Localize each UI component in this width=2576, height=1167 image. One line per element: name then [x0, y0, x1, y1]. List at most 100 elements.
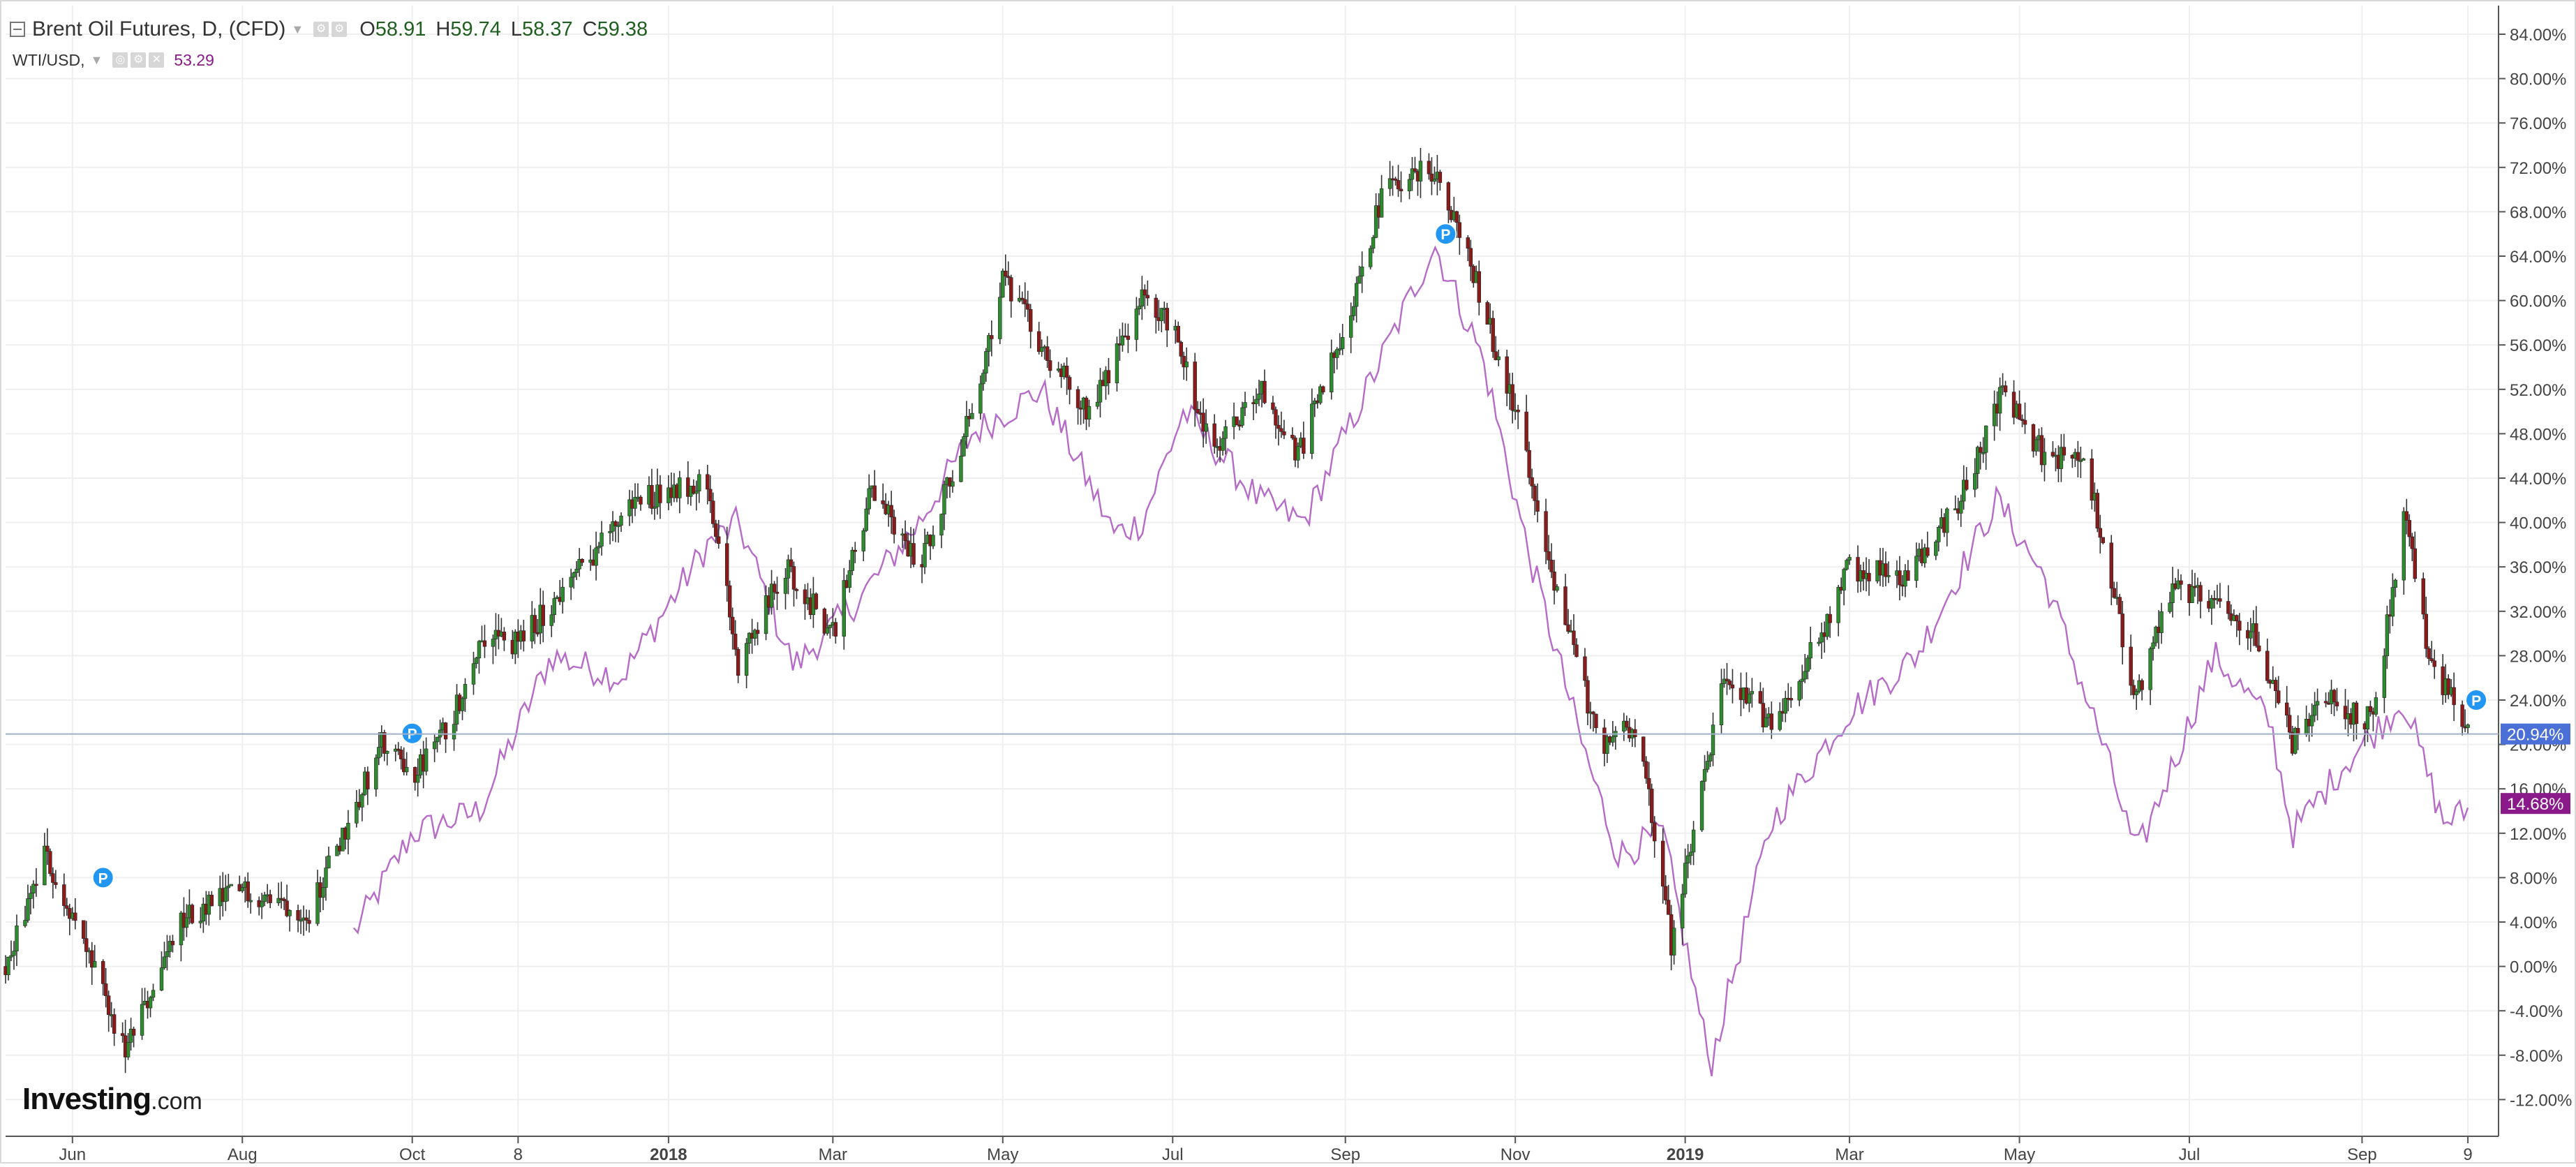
collapse-icon[interactable]: [10, 22, 25, 37]
candle-body: [1510, 384, 1514, 411]
candle-body: [633, 497, 637, 509]
candle-body: [2257, 645, 2261, 652]
y-tick-label: -4.00%: [2510, 1002, 2563, 1021]
compare-remove-icon[interactable]: ✕: [149, 52, 165, 68]
candle-body: [2293, 728, 2298, 754]
candle-body: [694, 491, 699, 494]
candle-body: [432, 741, 437, 750]
format-icon[interactable]: ⚙: [332, 22, 348, 37]
candle-body: [513, 632, 518, 655]
candle-body: [1134, 309, 1139, 340]
current-value-label: 14.68%: [2507, 795, 2563, 814]
x-tick-label: Sep: [1330, 1145, 1360, 1164]
candle-body: [1282, 431, 1286, 436]
candle-body: [276, 898, 281, 903]
x-tick-label: Jul: [2179, 1145, 2201, 1164]
candle-body: [165, 951, 170, 958]
candle-body: [2407, 520, 2411, 537]
y-tick-label: 40.00%: [2510, 514, 2566, 533]
x-tick-label: 8: [514, 1145, 523, 1164]
candle-body: [1992, 403, 1997, 426]
compare-dropdown-arrow-icon[interactable]: ▼: [90, 53, 103, 67]
candle-body: [574, 568, 579, 573]
candle-body: [881, 500, 885, 505]
candle-body: [569, 577, 573, 588]
candle-body: [2151, 642, 2155, 649]
candle-body: [1360, 267, 1364, 277]
candle-body: [2159, 611, 2164, 633]
compare-symbol[interactable]: WTI/USD,: [13, 51, 85, 69]
candle-body: [2179, 580, 2183, 585]
candle-body: [128, 1029, 133, 1043]
p-marker: [1434, 223, 1457, 246]
p-marker-label: P: [2471, 693, 2481, 709]
settings-icon[interactable]: ⚙: [313, 22, 329, 37]
candle-body: [549, 614, 553, 626]
candle-body: [2323, 701, 2328, 704]
candle-body: [1296, 445, 1300, 461]
candle-body: [2034, 439, 2039, 452]
candle-body: [1806, 657, 1810, 672]
candle-body: [198, 921, 203, 923]
x-tick-label: Oct: [399, 1145, 426, 1164]
candle-body: [1750, 691, 1755, 694]
candle-body: [653, 506, 657, 509]
candle-body: [1496, 356, 1501, 360]
candle-body: [600, 533, 604, 547]
candle-body: [1797, 681, 1801, 701]
candle-body: [998, 297, 1002, 339]
candle-body: [1204, 423, 1208, 432]
candle-body: [2226, 601, 2231, 614]
candle-body: [405, 767, 409, 773]
candle-body: [1263, 380, 1267, 403]
candle-body: [2249, 631, 2253, 639]
candle-body: [1023, 299, 1027, 304]
candle-body: [2190, 586, 2194, 603]
dropdown-arrow-icon[interactable]: ▼: [291, 22, 304, 36]
candle-body: [2101, 537, 2105, 544]
candle-body: [299, 919, 303, 922]
candle-body: [2042, 452, 2047, 466]
y-tick-label: -8.00%: [2510, 1047, 2563, 1066]
candle-body: [1711, 724, 1715, 755]
candle-body: [6, 956, 10, 975]
candle-body: [2410, 536, 2414, 549]
candle-body: [1310, 403, 1314, 454]
candle-body: [424, 748, 429, 772]
candle-body: [1418, 161, 1423, 181]
candle-body: [1036, 331, 1041, 352]
candle-body: [1009, 277, 1013, 302]
candle-body: [84, 938, 89, 952]
axes: 84.00%80.00%76.00%72.00%68.00%64.00%60.0…: [6, 6, 2572, 1164]
y-tick-label: 76.00%: [2510, 114, 2566, 133]
candle-body: [229, 884, 233, 886]
candle-body: [1274, 409, 1278, 426]
candle-body: [140, 1004, 144, 1036]
x-tick-label: Nov: [1501, 1145, 1531, 1164]
candle-body: [382, 732, 387, 754]
symbol-title[interactable]: Brent Oil Futures, D, (CFD): [32, 17, 286, 40]
candle-body: [1800, 678, 1804, 682]
candle-body: [2382, 655, 2387, 698]
candle-body: [1962, 480, 1966, 502]
candle-body: [2098, 528, 2102, 538]
candle-body: [1075, 389, 1080, 408]
candle-body: [1572, 630, 1576, 646]
candle-body: [2062, 447, 2067, 456]
candle-body: [2427, 648, 2431, 659]
compare-settings-icon[interactable]: ⚙: [131, 52, 147, 68]
candle-body: [2109, 542, 2113, 589]
candle-body: [1959, 500, 1963, 514]
candle-body: [1611, 736, 1615, 743]
x-tick-label: Mar: [819, 1145, 847, 1164]
candle-body: [321, 887, 325, 898]
candle-body: [1351, 306, 1356, 316]
p-marker: [91, 866, 114, 889]
ohlc-values: O58.91 H59.74 L58.37 C59.38: [350, 14, 648, 45]
candle-body: [717, 536, 721, 544]
candle-body: [1563, 586, 1568, 625]
compare-visibility-icon[interactable]: ◎: [112, 52, 128, 68]
candle-body: [159, 967, 164, 991]
